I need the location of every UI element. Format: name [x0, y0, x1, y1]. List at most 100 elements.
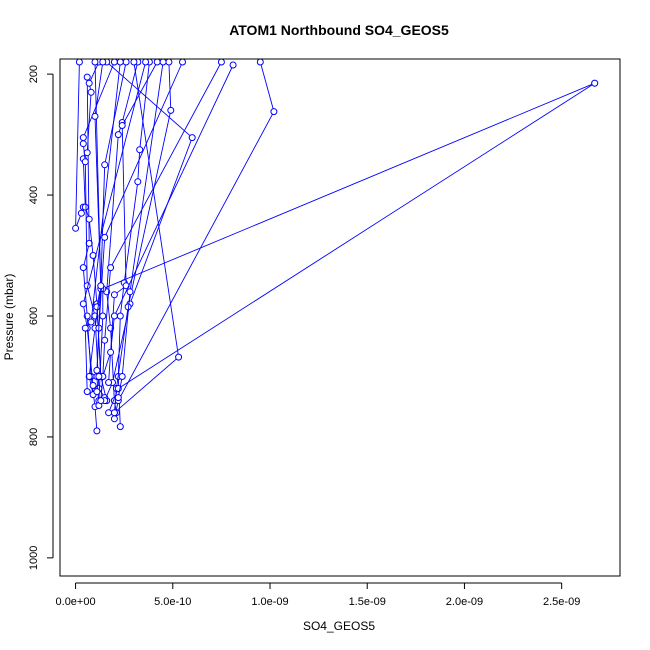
data-point [118, 373, 126, 380]
data-point [99, 312, 107, 320]
data-point [130, 59, 138, 66]
data-point [110, 409, 118, 417]
data-point [95, 373, 103, 380]
data-point [101, 233, 109, 241]
data-point [159, 59, 167, 66]
data-point [114, 394, 122, 402]
data-point [93, 366, 101, 374]
data-point [97, 282, 105, 290]
data-point [591, 79, 599, 87]
data-point [116, 423, 124, 431]
series-line [108, 82, 595, 413]
data-point [118, 122, 126, 129]
y-axis: 200 400 600 800 1000 [28, 65, 54, 570]
x-tick-label: 0.0e+00 [56, 596, 96, 608]
x-tick-label: 2.0e-09 [446, 596, 483, 608]
x-axis-label: SO4_GEOS5 [303, 619, 375, 633]
x-tick-label: 2.5e-09 [543, 596, 580, 608]
data-point [81, 158, 89, 166]
series-line [117, 61, 164, 398]
data-point [116, 312, 124, 320]
plot-frame [59, 58, 621, 577]
y-tick-label: 1000 [28, 546, 40, 570]
data-point [110, 312, 118, 320]
data-point [136, 146, 144, 154]
data-point [75, 59, 83, 66]
y-tick-label: 800 [28, 428, 40, 446]
data-point [101, 336, 109, 344]
data-point [79, 134, 87, 142]
data-point [93, 303, 101, 311]
series-layer [72, 59, 599, 435]
data-point [105, 379, 113, 386]
data-point [93, 427, 101, 435]
data-point [179, 59, 186, 66]
data-point [110, 291, 118, 299]
series-22 [91, 59, 107, 380]
data-point [175, 353, 183, 361]
data-point [110, 59, 118, 66]
data-point [229, 61, 237, 69]
series-6 [103, 59, 142, 417]
data-point [79, 264, 87, 272]
y-axis-label: Pressure (mbar) [2, 274, 16, 361]
data-point [256, 59, 264, 66]
x-axis: 0.0e+00 5.0e-10 1.0e-09 1.5e-09 2.0e-09 2.5e-… [56, 582, 580, 608]
data-point [89, 382, 97, 389]
series-line [106, 61, 139, 413]
data-point [97, 397, 105, 405]
data-point [122, 59, 130, 66]
data-point [165, 59, 173, 66]
data-point [270, 108, 278, 116]
series-19 [79, 59, 150, 396]
x-tick-label: 5.0e-10 [154, 596, 191, 608]
series-3 [79, 59, 111, 405]
data-point [77, 209, 85, 217]
y-tick-label: 200 [28, 65, 40, 83]
data-point [91, 112, 99, 120]
data-point [153, 59, 161, 66]
data-point [217, 59, 225, 66]
data-point [87, 88, 95, 96]
data-point [83, 149, 91, 157]
data-point [142, 59, 150, 66]
data-point [85, 215, 93, 223]
series-line [84, 61, 121, 392]
data-point [107, 264, 115, 272]
data-point [87, 318, 95, 326]
x-tick-label: 1.0e-09 [251, 596, 288, 608]
data-point [116, 59, 124, 66]
data-point [101, 161, 109, 169]
data-point [72, 224, 80, 232]
data-point [126, 288, 134, 296]
series-11 [99, 61, 237, 380]
data-point [85, 79, 93, 87]
series-line [113, 61, 275, 419]
data-point [107, 348, 115, 356]
y-tick-label: 600 [28, 307, 40, 325]
data-point [110, 415, 118, 423]
x-tick-label: 1.5e-09 [349, 596, 386, 608]
data-point [81, 324, 89, 332]
series-line [98, 82, 595, 401]
data-point [83, 73, 91, 81]
data-point [81, 203, 89, 211]
data-point [114, 131, 122, 139]
data-point [105, 409, 113, 417]
y-tick-label: 400 [28, 186, 40, 204]
series-21 [114, 59, 167, 402]
series-18 [97, 59, 225, 405]
data-point [167, 106, 175, 114]
data-point [79, 300, 87, 308]
data-point [79, 140, 87, 148]
data-point [188, 134, 196, 142]
series-15 [105, 79, 599, 417]
series-9 [105, 59, 161, 386]
data-point [99, 59, 107, 66]
series-line [102, 64, 234, 377]
data-point [134, 178, 142, 186]
series-20 [81, 59, 124, 396]
chart-title: ATOM1 Northbound SO4_GEOS5 [229, 22, 449, 38]
data-point [83, 388, 91, 396]
